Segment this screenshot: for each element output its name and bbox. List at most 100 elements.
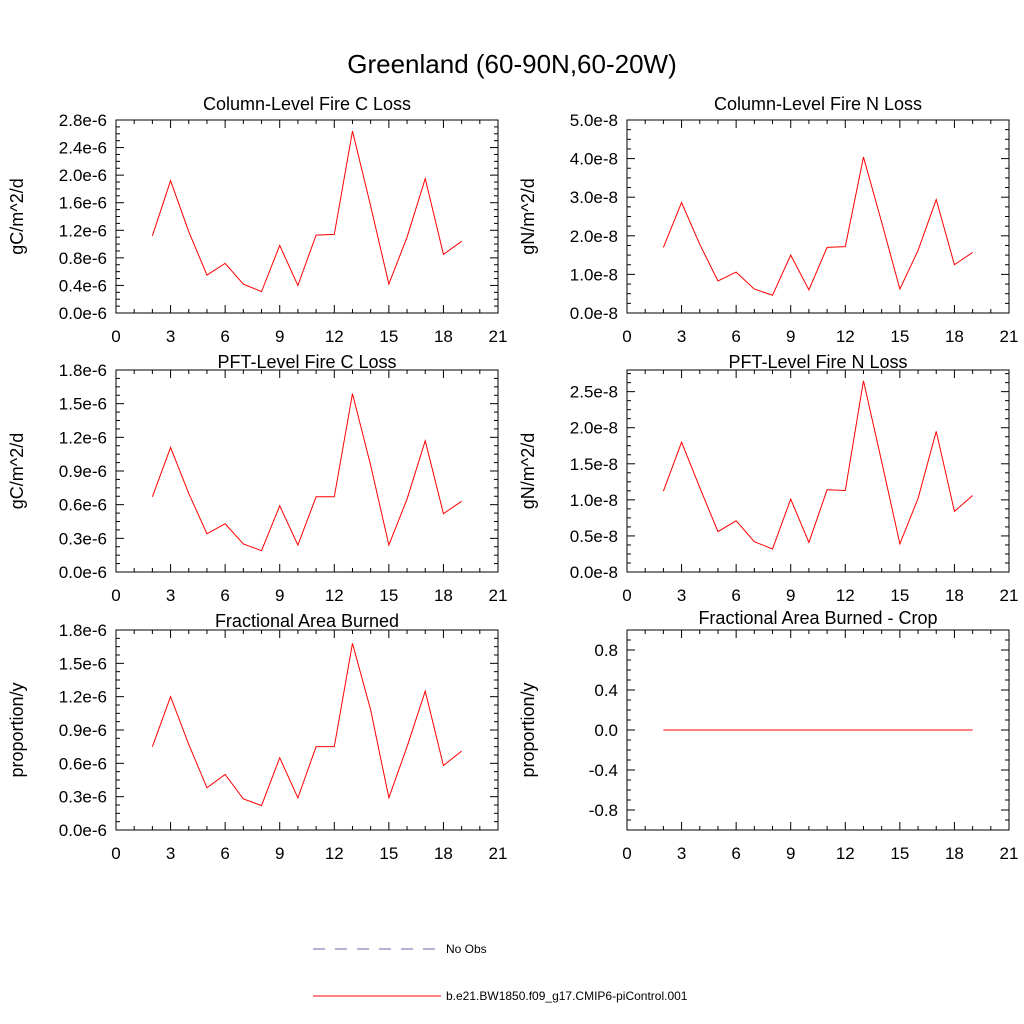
y-tick-label: 1.5e-8 [570, 455, 618, 474]
chart-panel: Column-Level Fire N Loss gN/m^2/d 0 3 6 9 12 15… [518, 94, 1018, 346]
x-tick-label: 12 [325, 327, 344, 346]
x-tick-label: 15 [890, 327, 909, 346]
y-axis-label: proportion/y [518, 682, 538, 777]
y-tick-label: 4.0e-8 [570, 150, 618, 169]
y-tick-label: 0.4e-6 [59, 276, 107, 295]
y-tick-label: 0.0e-8 [570, 563, 618, 582]
x-tick-label: 0 [622, 327, 631, 346]
x-tick-label: 0 [111, 327, 120, 346]
chart-panel: Fractional Area Burned - Crop proportion/… [518, 608, 1018, 863]
x-tick-label: 18 [945, 586, 964, 605]
series-line [151, 130, 462, 293]
x-tick-label: 9 [786, 844, 795, 863]
y-tick-label: 0.4 [594, 681, 618, 700]
y-tick-label: 0.8 [594, 641, 618, 660]
x-tick-label: 0 [622, 844, 631, 863]
panel-title: PFT-Level Fire N Loss [728, 352, 907, 372]
y-tick-label: 0.9e-6 [59, 721, 107, 740]
y-tick-label: 1.8e-6 [59, 361, 107, 380]
x-tick-label: 21 [1000, 586, 1019, 605]
y-tick-label: 0.6e-6 [59, 496, 107, 515]
legend: No Obs b.e21.BW1850.f09_g17.CMIP6-piCont… [313, 942, 688, 1003]
y-tick-label: 1.2e-6 [59, 221, 107, 240]
x-tick-label: 6 [220, 327, 229, 346]
y-tick-label: 1.5e-6 [59, 395, 107, 414]
y-tick-label: 2.8e-6 [59, 111, 107, 130]
y-tick-label: 1.6e-6 [59, 194, 107, 213]
x-tick-label: 6 [220, 844, 229, 863]
y-tick-label: 2.0e-6 [59, 166, 107, 185]
y-tick-label: 0.0e-6 [59, 563, 107, 582]
x-tick-label: 12 [836, 327, 855, 346]
panel-title: Fractional Area Burned - Crop [698, 608, 937, 628]
x-tick-label: 18 [945, 327, 964, 346]
x-tick-label: 21 [489, 586, 508, 605]
x-tick-label: 15 [379, 586, 398, 605]
y-tick-label: 0.0e-6 [59, 821, 107, 840]
x-tick-label: 18 [434, 327, 453, 346]
x-tick-label: 15 [890, 844, 909, 863]
x-tick-label: 12 [836, 586, 855, 605]
x-tick-label: 18 [434, 586, 453, 605]
x-tick-label: 0 [622, 586, 631, 605]
x-tick-label: 21 [489, 844, 508, 863]
y-tick-label: 0.0e-6 [59, 304, 107, 323]
x-tick-label: 21 [1000, 327, 1019, 346]
y-tick-label: 2.0e-8 [570, 227, 618, 246]
x-tick-label: 6 [731, 586, 740, 605]
y-axis-label: gC/m^2/d [7, 178, 27, 254]
plot-frame [115, 369, 499, 573]
x-tick-label: 12 [325, 844, 344, 863]
x-tick-label: 0 [111, 844, 120, 863]
chart-panels: Column-Level Fire C Loss gC/m^2/d 0 3 6 9 12 15… [7, 94, 1018, 863]
x-tick-label: 0 [111, 586, 120, 605]
chart-panel: PFT-Level Fire C Loss gC/m^2/d 0 3 6 9 12 15 18 2… [7, 352, 507, 605]
x-tick-label: 9 [786, 327, 795, 346]
x-tick-label: 18 [945, 844, 964, 863]
x-tick-label: 3 [677, 844, 686, 863]
x-tick-label: 15 [890, 586, 909, 605]
x-tick-label: 12 [325, 586, 344, 605]
plot-frame [115, 119, 499, 314]
x-tick-label: 9 [786, 586, 795, 605]
y-tick-label: 1.0e-8 [570, 491, 618, 510]
x-tick-label: 3 [677, 327, 686, 346]
y-tick-label: 0.0e-8 [570, 304, 618, 323]
x-tick-label: 6 [220, 586, 229, 605]
y-axis-label: gN/m^2/d [518, 178, 538, 254]
panel-title: Column-Level Fire N Loss [714, 94, 922, 114]
series-line [662, 380, 973, 550]
plot-frame [626, 119, 1010, 314]
y-tick-label: 2.4e-6 [59, 139, 107, 158]
y-tick-label: 0.5e-8 [570, 527, 618, 546]
y-tick-label: 0.3e-6 [59, 529, 107, 548]
y-tick-label: -0.4 [589, 761, 618, 780]
figure-title: Greenland (60-90N,60-20W) [347, 49, 677, 79]
y-tick-label: 2.5e-8 [570, 383, 618, 402]
y-tick-label: 0.8e-6 [59, 249, 107, 268]
legend-run-label: b.e21.BW1850.f09_g17.CMIP6-piControl.001 [446, 989, 688, 1003]
x-tick-label: 9 [275, 586, 284, 605]
chart-panel: Column-Level Fire C Loss gC/m^2/d 0 3 6 9 12 15… [7, 94, 507, 346]
legend-no-obs-label: No Obs [446, 942, 487, 956]
plot-frame [626, 369, 1010, 573]
y-tick-label: 1.5e-6 [59, 654, 107, 673]
y-tick-label: 2.0e-8 [570, 419, 618, 438]
chart-panel: PFT-Level Fire N Loss gN/m^2/d 0 3 6 9 12 15 18 2… [518, 352, 1018, 605]
y-tick-label: 1.2e-6 [59, 688, 107, 707]
y-tick-label: 1.8e-6 [59, 621, 107, 640]
x-tick-label: 3 [166, 327, 175, 346]
y-tick-label: -0.8 [589, 801, 618, 820]
y-axis-label: gC/m^2/d [7, 433, 27, 509]
series-line [662, 156, 973, 296]
x-tick-label: 9 [275, 327, 284, 346]
x-tick-label: 3 [166, 586, 175, 605]
y-tick-label: 5.0e-8 [570, 111, 618, 130]
y-tick-label: 0.3e-6 [59, 788, 107, 807]
y-tick-label: 1.0e-8 [570, 265, 618, 284]
x-tick-label: 15 [379, 327, 398, 346]
y-tick-label: 0.0 [594, 721, 618, 740]
panel-title: PFT-Level Fire C Loss [217, 352, 396, 372]
x-tick-label: 3 [677, 586, 686, 605]
